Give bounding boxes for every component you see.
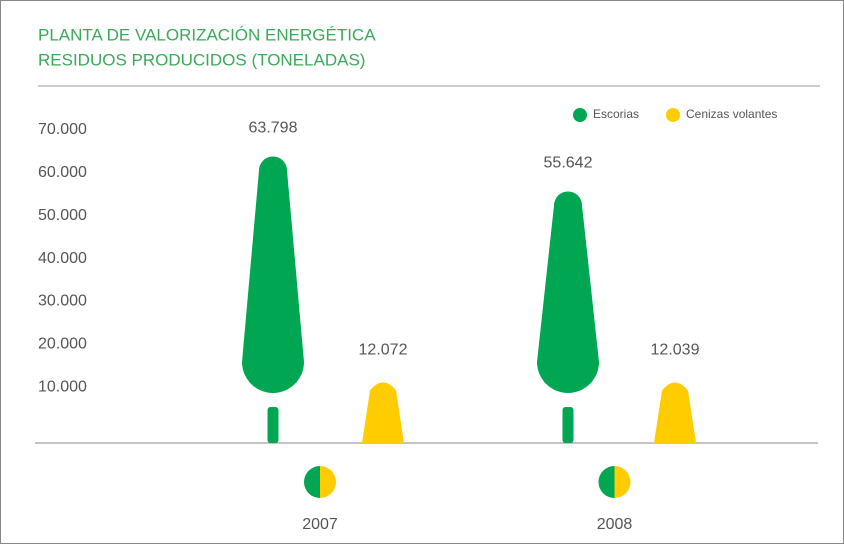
chart-title: PLANTA DE VALORIZACIÓN ENERGÉTICA — [38, 25, 376, 44]
y-tick-label: 40.000 — [38, 250, 87, 267]
legend-swatch — [666, 108, 680, 122]
trunk — [562, 407, 574, 443]
y-tick-label: 20.000 — [38, 336, 87, 353]
value-label: 12.072 — [359, 342, 408, 359]
legend-label: Escorias — [593, 107, 639, 121]
x-tick-label: 2008 — [597, 516, 633, 533]
value-label: 55.642 — [544, 155, 593, 172]
y-tick-label: 30.000 — [38, 293, 87, 310]
category-icon-right — [320, 466, 336, 498]
y-tick-label: 50.000 — [38, 207, 87, 224]
trunk — [267, 407, 279, 443]
value-label: 12.039 — [651, 342, 700, 359]
bar — [537, 191, 599, 393]
bar — [362, 382, 404, 443]
value-label: 63.798 — [249, 120, 298, 137]
y-tick-label: 60.000 — [38, 164, 87, 181]
y-tick-label: 70.000 — [38, 121, 87, 138]
legend-swatch — [573, 108, 587, 122]
category-icon-left — [304, 466, 320, 498]
chart-subtitle: RESIDUOS PRODUCIDOS (TONELADAS) — [38, 50, 365, 69]
bar — [654, 382, 696, 443]
bar — [242, 156, 304, 393]
category-icon-right — [614, 466, 631, 498]
x-tick-label: 2007 — [302, 516, 338, 533]
category-icon-left — [598, 466, 615, 498]
legend-label: Cenizas volantes — [686, 107, 777, 121]
y-tick-label: 10.000 — [38, 378, 87, 395]
